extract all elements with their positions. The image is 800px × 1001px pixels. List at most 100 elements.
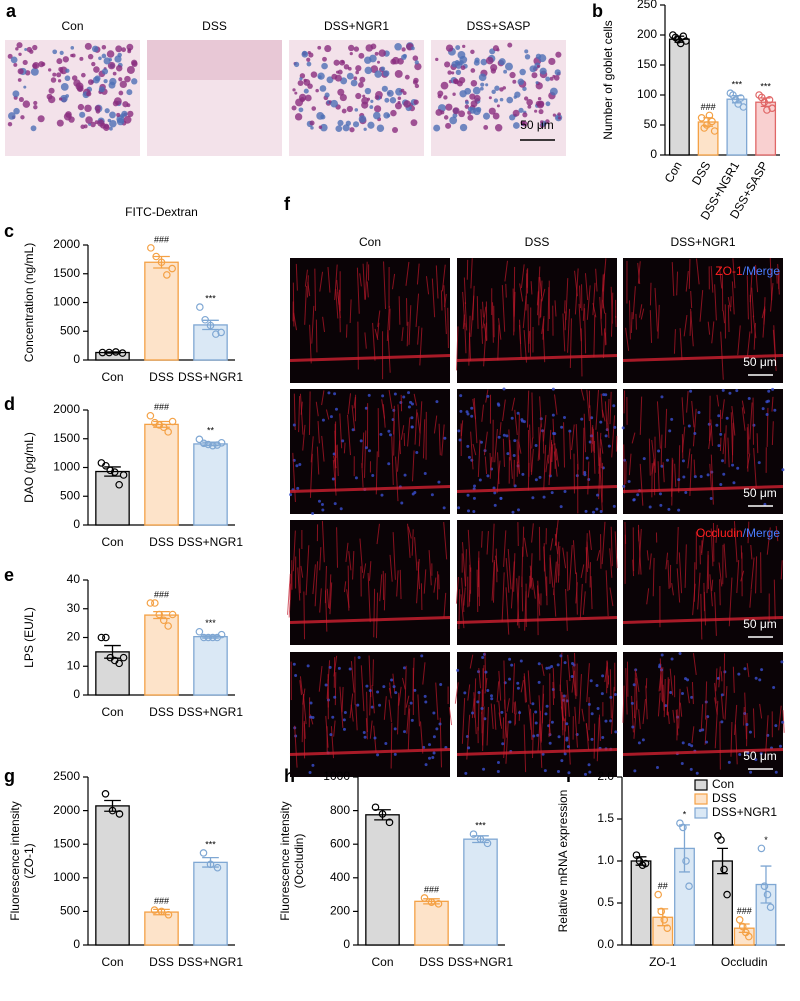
- nucleus-texture: [622, 484, 626, 488]
- data-point: [159, 616, 168, 625]
- nucleus-texture: [339, 507, 343, 511]
- nucleus-texture: [329, 733, 333, 737]
- fluorescence-image: [622, 257, 784, 383]
- tissue-texture: [448, 707, 453, 726]
- tissue-texture: [657, 304, 660, 339]
- nucleus-texture: [599, 509, 603, 513]
- nucleus-texture: [557, 735, 561, 739]
- data-point: [102, 461, 110, 470]
- nucleus-texture: [551, 413, 555, 417]
- cell-texture: [335, 70, 340, 74]
- tissue-texture: [377, 408, 380, 458]
- tissue-texture: [737, 325, 741, 356]
- cell-texture: [23, 85, 27, 89]
- tissue-texture: [732, 666, 735, 693]
- tissue-texture: [743, 706, 745, 726]
- nucleus-texture: [690, 744, 694, 748]
- tissue-texture: [521, 546, 524, 587]
- cell-texture: [124, 75, 131, 83]
- cell-texture: [412, 55, 419, 61]
- data-point: [434, 900, 443, 908]
- cell-texture: [482, 112, 491, 120]
- cell-texture: [108, 81, 116, 89]
- nucleus-texture: [681, 692, 685, 696]
- bar: [144, 261, 179, 361]
- cell-texture: [483, 125, 489, 130]
- data-point: [385, 818, 394, 827]
- significance: ###: [154, 234, 169, 244]
- tissue-texture: [778, 705, 782, 731]
- cell-texture: [488, 96, 492, 100]
- cell-texture: [100, 122, 106, 129]
- tissue-texture: [383, 573, 386, 611]
- data-point: [108, 806, 117, 815]
- nucleus-texture: [411, 492, 415, 496]
- tissue-texture: [639, 304, 643, 318]
- tissue-texture: [416, 558, 420, 604]
- tissue-texture: [345, 542, 349, 562]
- tissue-texture: [329, 582, 333, 615]
- cell-texture: [52, 49, 58, 55]
- cell-texture: [341, 108, 347, 114]
- cell-texture: [370, 43, 377, 50]
- data-point: [212, 330, 220, 338]
- data-point: [97, 633, 106, 642]
- tissue-texture: [622, 616, 784, 624]
- nucleus-texture: [686, 678, 690, 682]
- nucleus-texture: [333, 502, 337, 506]
- nucleus-texture: [499, 496, 503, 500]
- tissue-texture: [755, 556, 758, 594]
- y-tick-label: 150: [637, 57, 657, 71]
- tissue-texture: [705, 681, 708, 720]
- cell-texture: [345, 120, 351, 126]
- cell-texture: [358, 115, 367, 123]
- nucleus-texture: [565, 722, 569, 726]
- data-point: [208, 633, 217, 642]
- nucleus-texture: [532, 734, 536, 738]
- nucleus-texture: [537, 662, 541, 666]
- tissue-texture: [709, 395, 711, 442]
- tissue-texture: [371, 685, 375, 714]
- y-tick-label: 0: [73, 517, 80, 531]
- tissue-texture: [300, 565, 304, 578]
- significance: ###: [701, 102, 716, 112]
- tissue-texture: [602, 299, 606, 314]
- tissue-texture: [441, 264, 446, 292]
- significance: ***: [732, 80, 743, 90]
- tissue-texture: [417, 326, 420, 345]
- y-axis-label: (ZO-1): [22, 843, 36, 878]
- y-tick-label: 10: [67, 658, 81, 672]
- tissue-texture: [715, 524, 718, 543]
- legend-label: Con: [712, 777, 734, 791]
- tissue-texture: [523, 537, 528, 557]
- tissue-texture: [632, 286, 636, 320]
- cell-texture: [377, 60, 381, 64]
- cell-texture: [109, 119, 117, 128]
- tissue-texture: [697, 572, 701, 610]
- tissue-texture: [460, 420, 464, 437]
- tissue-texture: [545, 454, 549, 473]
- nucleus-texture: [665, 458, 669, 462]
- data-point: [163, 271, 171, 279]
- cell-texture: [557, 116, 562, 120]
- nucleus-texture: [480, 707, 484, 711]
- tissue-texture: [633, 669, 636, 719]
- data-point: [168, 417, 177, 426]
- tissue-texture: [303, 591, 306, 640]
- cell-texture: [10, 56, 18, 64]
- tissue-texture: [691, 681, 694, 705]
- nucleus-texture: [493, 491, 497, 495]
- tissue-texture: [734, 704, 738, 735]
- fluorescence-image: [289, 258, 451, 383]
- nucleus-texture: [332, 452, 336, 456]
- tissue-texture: [610, 286, 613, 324]
- cell-texture: [103, 57, 111, 65]
- bar: [193, 324, 228, 361]
- tissue-texture: [710, 528, 714, 567]
- tissue-texture: [598, 432, 602, 474]
- nucleus-texture: [590, 737, 594, 741]
- nucleus-texture: [773, 408, 777, 412]
- cell-texture: [316, 111, 325, 120]
- cell-texture: [512, 109, 520, 117]
- tissue-texture: [468, 589, 471, 607]
